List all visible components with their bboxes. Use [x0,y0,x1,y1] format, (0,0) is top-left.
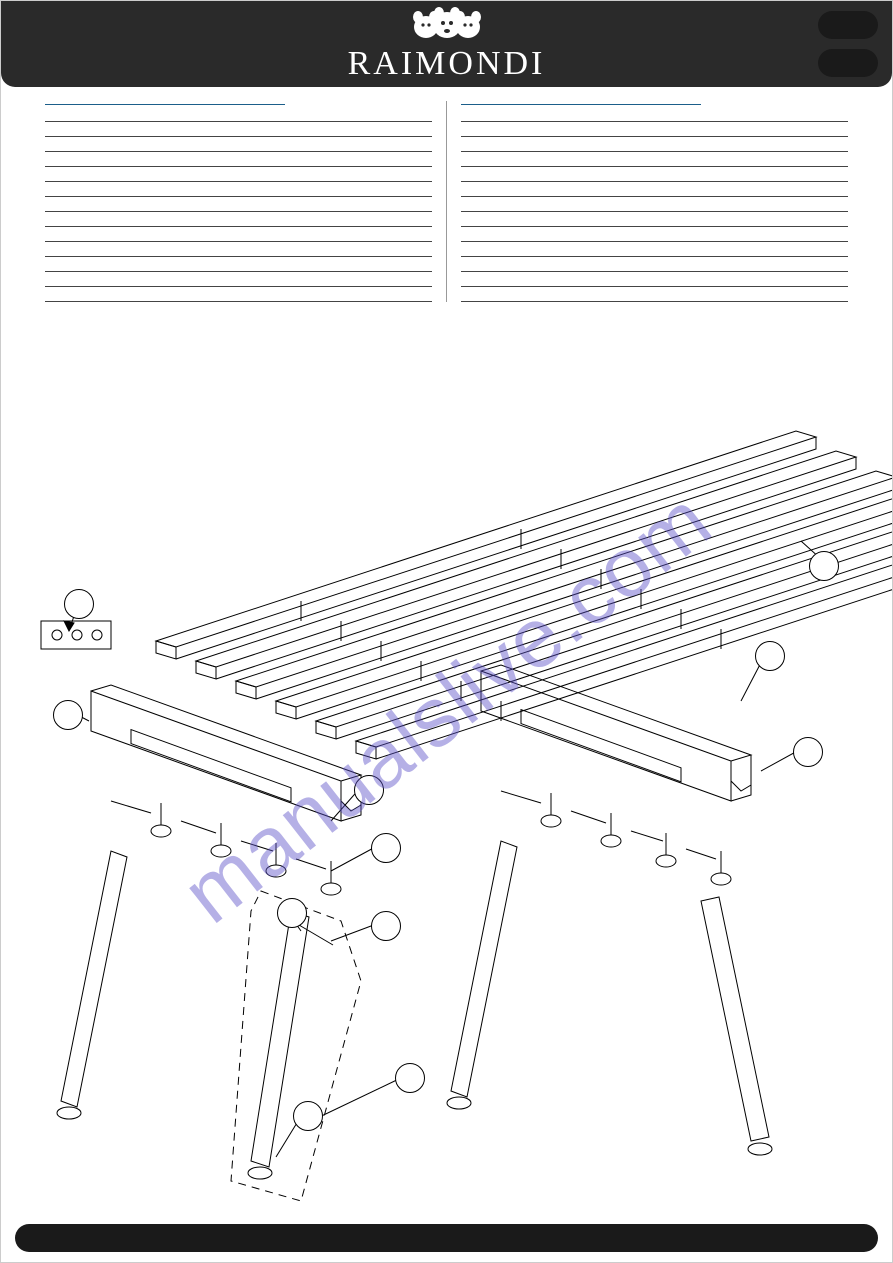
callout [371,833,401,863]
toc-row [461,272,848,287]
toc-row [461,197,848,212]
brand-mascot-icon [402,7,492,45]
callout [64,589,94,619]
toc-row [45,212,432,227]
toc-row [45,122,432,137]
toc-row [45,197,432,212]
toc-row [461,182,848,197]
toc-row [45,167,432,182]
toc-row [45,182,432,197]
toc-row [461,242,848,257]
toc-row [45,257,432,272]
toc-row [45,137,432,152]
toc-list-right [461,107,848,302]
toc-row [45,242,432,257]
toc-title-right [461,101,701,105]
toc-row [461,227,848,242]
header-bar: RAIMONDI [1,1,892,87]
toc-row [45,107,432,122]
toc-row [45,287,432,302]
callout [395,1063,425,1093]
toc-row [461,212,848,227]
toc-row [461,257,848,272]
toc-row [45,272,432,287]
toc-row [461,137,848,152]
callout [755,641,785,671]
toc-row [461,167,848,182]
callout [293,1101,323,1131]
toc-title-left [45,101,285,105]
toc-row [45,152,432,167]
callout [371,911,401,941]
toc-row [461,122,848,137]
callout [809,551,839,581]
callout [53,700,83,730]
toc-col-right [446,101,862,302]
callout [277,898,307,928]
toc-row [45,227,432,242]
toc-list-left [45,107,432,302]
footer-bar [15,1224,878,1252]
callout [793,737,823,767]
header-badge-2 [818,49,878,77]
page-root: RAIMONDI [0,0,893,1263]
toc [31,101,862,302]
toc-row [461,107,848,122]
toc-row [461,152,848,167]
toc-col-left [31,101,446,302]
header-badge-1 [818,11,878,39]
brand-wordmark: RAIMONDI [348,45,546,83]
toc-row [461,287,848,302]
